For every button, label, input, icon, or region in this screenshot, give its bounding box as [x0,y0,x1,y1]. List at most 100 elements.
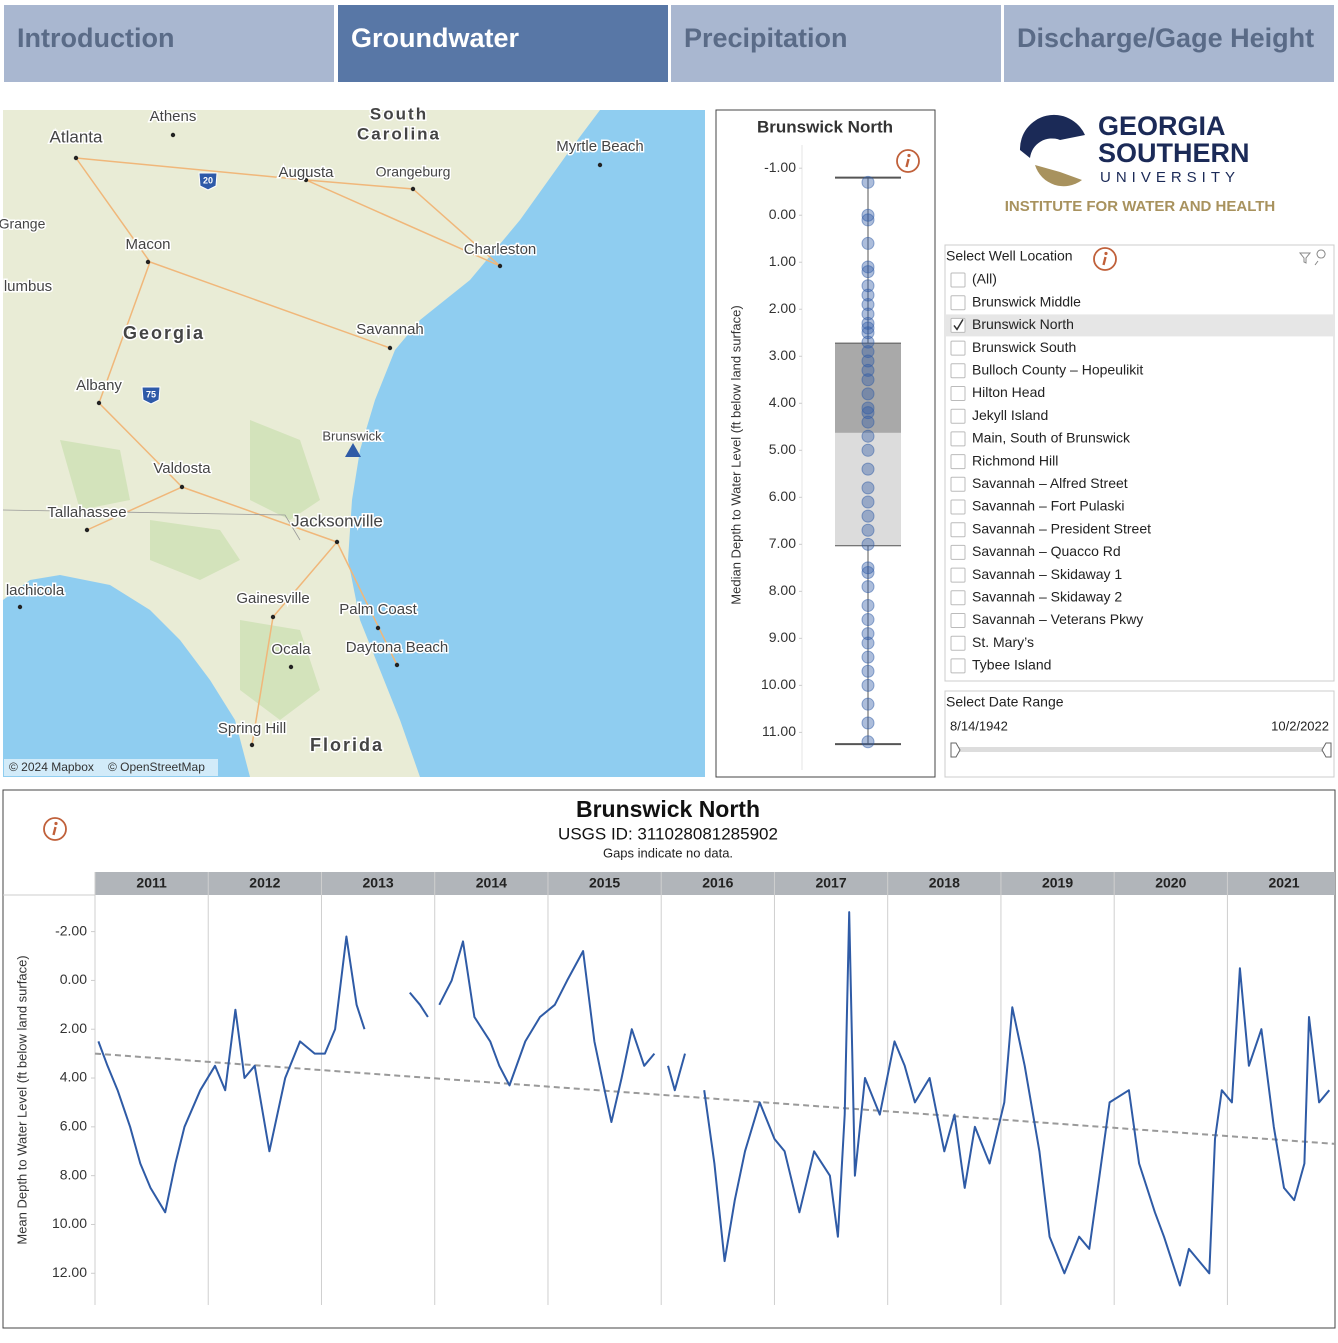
tab[interactable] [671,5,1001,82]
box-point[interactable] [861,650,875,664]
checkbox[interactable] [950,431,966,447]
box-point[interactable] [861,406,875,420]
filter-item[interactable]: Savannah – President Street [972,520,1151,536]
box-point[interactable] [861,307,875,321]
checkbox[interactable] [950,567,966,583]
filter-item[interactable]: Main, South of Brunswick [972,430,1131,446]
box-point[interactable] [861,598,875,612]
box-point[interactable] [861,279,875,293]
box-point[interactable] [861,462,875,476]
box-point[interactable] [861,509,875,523]
box-point[interactable] [861,316,875,330]
tab-label[interactable]: Introduction [17,23,174,53]
box-point[interactable] [861,288,875,302]
filter-item[interactable]: Tybee Island [972,657,1051,673]
box-point[interactable] [861,387,875,401]
box-point[interactable] [861,213,875,227]
filter-item[interactable]: Hilton Head [972,384,1045,400]
checkbox[interactable] [950,386,966,401]
info-icon[interactable] [1093,247,1117,271]
slider-handle[interactable] [950,742,961,758]
box-point[interactable] [861,265,875,279]
checkbox[interactable] [950,544,966,560]
date-end[interactable]: 10/2/2022 [1271,718,1329,733]
checkbox[interactable] [950,635,966,651]
box-point[interactable] [861,537,875,551]
tab[interactable] [1004,5,1334,82]
box-point[interactable] [861,415,875,429]
filter-item[interactable]: Savannah – Alfred Street [972,475,1128,491]
box-point[interactable] [861,326,875,340]
filter-item[interactable]: Brunswick South [972,339,1076,355]
filter-item[interactable]: Savannah – Quacco Rd [972,543,1121,559]
box-point[interactable] [861,566,875,580]
box-point[interactable] [861,260,875,274]
slider-handle[interactable] [1321,742,1332,758]
info-icon[interactable] [896,149,920,173]
box-point[interactable] [861,627,875,641]
checkbox[interactable] [950,590,966,606]
tab-label[interactable]: Groundwater [351,23,520,53]
box-point[interactable] [861,354,875,368]
box-point[interactable] [861,298,875,312]
tab-label[interactable]: Discharge/Gage Height [1017,23,1314,53]
map-label: Jacksonville [291,511,383,530]
box-point[interactable] [861,321,875,335]
box-point[interactable] [861,716,875,730]
box-point[interactable] [861,175,875,189]
box-point[interactable] [861,613,875,627]
box-point[interactable] [861,580,875,594]
box-point[interactable] [861,561,875,575]
filter-item[interactable]: Savannah – Skidaway 2 [972,589,1122,605]
checkbox[interactable] [950,658,966,674]
tab[interactable] [4,5,334,82]
info-icon[interactable] [43,817,67,841]
tab[interactable] [338,5,668,82]
well-marker[interactable] [345,443,361,457]
filter-tools[interactable] [1298,249,1326,266]
box-point[interactable] [861,523,875,537]
box-point[interactable] [861,429,875,443]
box-point[interactable] [861,495,875,509]
year-label: 2017 [815,875,846,891]
box-point[interactable] [861,208,875,222]
box-point[interactable] [861,373,875,387]
checkbox[interactable] [950,499,966,515]
date-start[interactable]: 8/14/1942 [950,718,1008,733]
box-point[interactable] [861,443,875,457]
filter-item[interactable]: Richmond Hill [972,452,1058,468]
box-point[interactable] [861,678,875,692]
box-point[interactable] [861,363,875,377]
box-point[interactable] [861,401,875,415]
filter-item[interactable]: Savannah – Skidaway 1 [972,566,1122,582]
box-point[interactable] [861,735,875,749]
checkbox[interactable] [950,522,966,538]
checkbox[interactable] [950,272,966,288]
checkbox[interactable] [950,613,966,628]
box-point[interactable] [861,345,875,359]
filter-item[interactable]: Savannah – Fort Pulaski [972,498,1125,514]
checkbox[interactable] [950,295,966,311]
filter-item[interactable]: St. Mary’s [972,634,1034,650]
box-point[interactable] [861,335,875,349]
box-point[interactable] [861,636,875,650]
checkbox[interactable] [950,340,966,356]
filter-item[interactable]: (All) [972,271,997,287]
checkbox[interactable] [950,476,966,492]
filter-item[interactable]: Savannah – Veterans Pkwy [972,611,1143,627]
checkbox[interactable] [950,408,966,424]
checkbox[interactable] [950,363,966,379]
box-point[interactable] [861,236,875,250]
tab-label[interactable]: Precipitation [684,23,848,53]
box-point[interactable] [861,664,875,678]
filter-item[interactable]: Brunswick North [972,316,1074,332]
box-point[interactable] [861,697,875,711]
slider-track[interactable] [955,747,1325,752]
filter-item[interactable]: Brunswick Middle [972,293,1081,309]
filter-item[interactable]: Jekyll Island [972,407,1048,423]
box-point[interactable] [861,481,875,495]
year-label: 2020 [1155,875,1186,891]
filter-item[interactable]: Bulloch County – Hopeulikit [972,362,1143,378]
checkbox[interactable] [950,454,966,470]
